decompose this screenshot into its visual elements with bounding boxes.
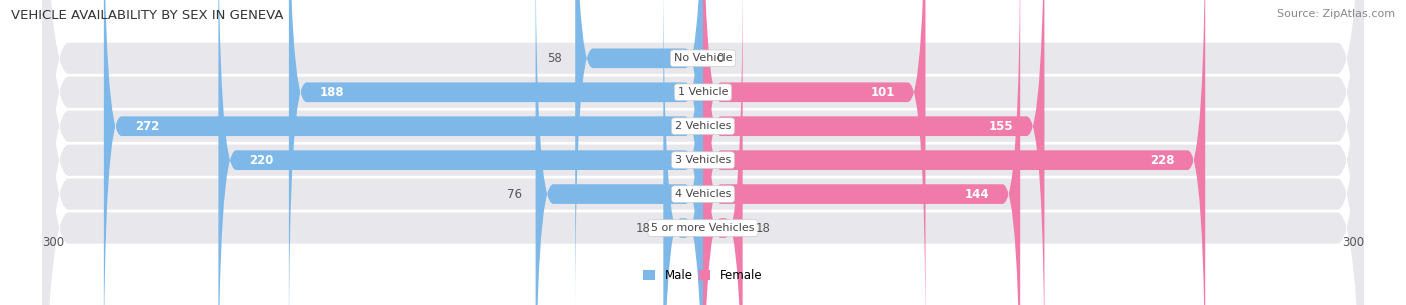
FancyBboxPatch shape — [703, 0, 925, 305]
Text: 4 Vehicles: 4 Vehicles — [675, 189, 731, 199]
Text: 76: 76 — [508, 188, 523, 201]
Text: 300: 300 — [42, 236, 65, 249]
Text: No Vehicle: No Vehicle — [673, 53, 733, 63]
Text: 228: 228 — [1150, 154, 1174, 167]
FancyBboxPatch shape — [42, 0, 1364, 305]
FancyBboxPatch shape — [703, 0, 1205, 305]
FancyBboxPatch shape — [703, 0, 1045, 305]
FancyBboxPatch shape — [42, 0, 1364, 305]
Text: VEHICLE AVAILABILITY BY SEX IN GENEVA: VEHICLE AVAILABILITY BY SEX IN GENEVA — [11, 9, 284, 22]
FancyBboxPatch shape — [42, 0, 1364, 305]
FancyBboxPatch shape — [104, 0, 703, 305]
FancyBboxPatch shape — [42, 0, 1364, 305]
Legend: Male, Female: Male, Female — [644, 269, 762, 282]
Text: 0: 0 — [716, 52, 724, 65]
FancyBboxPatch shape — [664, 0, 703, 305]
Text: 18: 18 — [636, 221, 650, 235]
FancyBboxPatch shape — [575, 0, 703, 305]
Text: 101: 101 — [870, 86, 894, 99]
Text: Source: ZipAtlas.com: Source: ZipAtlas.com — [1277, 9, 1395, 19]
Text: 18: 18 — [756, 221, 770, 235]
FancyBboxPatch shape — [42, 0, 1364, 305]
Text: 144: 144 — [965, 188, 990, 201]
Text: 272: 272 — [135, 120, 159, 133]
FancyBboxPatch shape — [536, 0, 703, 305]
FancyBboxPatch shape — [703, 0, 742, 305]
FancyBboxPatch shape — [703, 0, 1021, 305]
FancyBboxPatch shape — [218, 0, 703, 305]
Text: 188: 188 — [319, 86, 344, 99]
Text: 2 Vehicles: 2 Vehicles — [675, 121, 731, 131]
Text: 1 Vehicle: 1 Vehicle — [678, 87, 728, 97]
Text: 220: 220 — [249, 154, 274, 167]
Text: 58: 58 — [547, 52, 562, 65]
Text: 5 or more Vehicles: 5 or more Vehicles — [651, 223, 755, 233]
FancyBboxPatch shape — [288, 0, 703, 305]
Text: 3 Vehicles: 3 Vehicles — [675, 155, 731, 165]
Text: 300: 300 — [1341, 236, 1364, 249]
FancyBboxPatch shape — [42, 0, 1364, 305]
Text: 155: 155 — [988, 120, 1014, 133]
